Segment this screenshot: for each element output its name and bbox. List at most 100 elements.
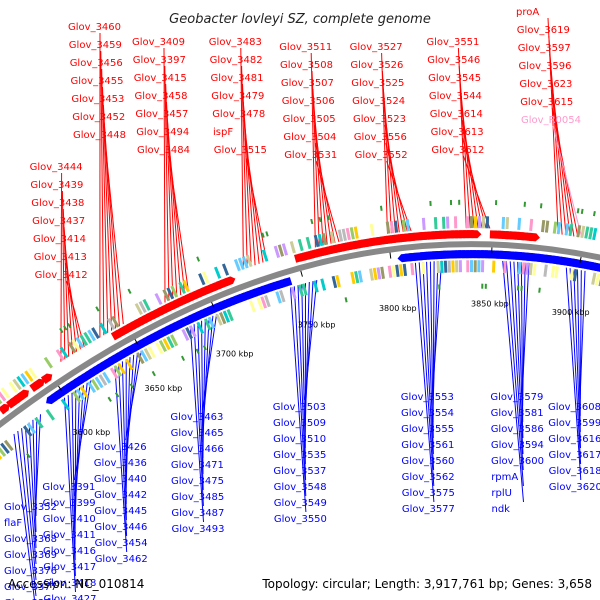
gene-label: Glov_3554 xyxy=(401,408,454,419)
cog-strip-outer xyxy=(213,266,222,279)
marker-tick-inner xyxy=(520,285,523,291)
cog-strip-outer xyxy=(79,334,89,347)
gene-label: proA xyxy=(516,7,539,18)
gene-label: Glov_R0054 xyxy=(521,115,581,126)
gene-label: Glov_3459 xyxy=(69,40,122,51)
forward-gene-arrow xyxy=(0,403,10,415)
gene-label: Glov_3546 xyxy=(427,55,480,66)
gene-label: Glov_3616 xyxy=(548,434,600,445)
cog-strip-outer xyxy=(71,339,81,351)
gene-label: Glov_3456 xyxy=(70,58,123,69)
cog-strip-outer xyxy=(166,287,175,300)
scale-tick-label: 3750 kbp xyxy=(298,321,336,330)
gene-label: Glov_3597 xyxy=(518,43,571,54)
label-leader-line xyxy=(301,284,306,465)
cog-strip-outer xyxy=(8,381,18,393)
label-leader-line xyxy=(414,262,435,503)
cog-strip-outer xyxy=(99,322,108,335)
label-leader-line xyxy=(163,47,166,303)
gene-label: rpmA xyxy=(491,472,518,483)
cog-strip-inner xyxy=(3,439,14,452)
marker-tick-inner xyxy=(180,355,186,361)
gene-label: Glov_3410 xyxy=(43,514,96,525)
scale-tick-mark xyxy=(134,339,139,345)
gene-label: Glov_3551 xyxy=(426,37,479,48)
cog-strip-inner xyxy=(113,365,123,377)
gene-label: Glov_3442 xyxy=(94,490,147,501)
cog-strip-inner xyxy=(124,358,134,371)
gene-label: Glov_3577 xyxy=(402,504,455,515)
gene-label: Glov_3586 xyxy=(491,424,544,435)
gene-label: Glov_3620 xyxy=(549,482,600,493)
gene-label: Glov_3531 xyxy=(284,150,337,161)
cog-strip-outer xyxy=(87,329,96,342)
cog-strip-outer xyxy=(341,228,347,241)
cog-strip-outer xyxy=(182,279,190,293)
gene-label: Glov_3527 xyxy=(350,42,403,53)
cog-strip-inner xyxy=(185,327,194,340)
cog-strip-outer xyxy=(473,216,478,229)
gene-label: Glov_3608 xyxy=(548,402,600,413)
scale-tick-label: 3650 kbp xyxy=(145,384,183,393)
label-leader-line xyxy=(189,325,204,523)
label-leader-line xyxy=(201,320,204,475)
cog-strip-inner xyxy=(226,308,234,322)
cog-strip-outer xyxy=(552,221,558,234)
marker-tick-inner xyxy=(202,345,207,351)
cog-strip-inner xyxy=(466,260,470,273)
cog-strip-outer xyxy=(221,263,230,276)
cog-strip-outer xyxy=(501,216,506,229)
gene-label: Glov_3352 xyxy=(4,502,57,513)
cog-strip-outer xyxy=(0,390,7,402)
label-leader-line xyxy=(101,68,109,333)
cog-strip-outer xyxy=(202,271,210,284)
label-leader-line xyxy=(13,433,36,600)
label-leader-line xyxy=(552,125,583,238)
cog-strip-inner xyxy=(354,271,360,284)
cog-strip-inner xyxy=(219,311,227,325)
gene-label: Glov_3377 xyxy=(4,582,57,593)
cog-strip-inner xyxy=(94,376,104,389)
cog-strip-outer xyxy=(43,356,53,369)
cog-strip-inner xyxy=(554,266,560,279)
gene-label: Glov_3511 xyxy=(279,42,332,53)
label-leader-line xyxy=(17,430,37,597)
cog-strip-outer xyxy=(349,227,355,240)
label-leader-line xyxy=(104,140,124,325)
cog-strip-outer xyxy=(385,221,391,234)
cog-strip-outer xyxy=(142,298,151,311)
cog-strip-outer xyxy=(273,245,281,258)
scale-tick-mark xyxy=(579,256,582,263)
cog-strip-inner xyxy=(320,278,327,291)
cog-strip-inner xyxy=(204,318,212,331)
scale-tick-label: 3900 kbp xyxy=(552,308,590,317)
cog-strip-outer xyxy=(337,229,344,242)
cog-strip-inner xyxy=(335,274,341,288)
gene-label: Glov_3481 xyxy=(211,73,264,84)
cog-strip-inner xyxy=(188,325,197,338)
label-leader-line xyxy=(24,425,37,565)
label-leader-line xyxy=(35,417,38,517)
cog-strip-outer xyxy=(389,220,395,234)
gene-label: Glov_3466 xyxy=(171,444,224,455)
marker-tick-outer xyxy=(63,325,68,331)
label-leader-line xyxy=(35,414,41,501)
cog-strip-outer xyxy=(67,341,77,354)
cog-strip-inner xyxy=(45,409,55,421)
marker-tick-outer xyxy=(539,203,543,209)
cog-strip-inner xyxy=(350,271,356,285)
cog-strip-inner xyxy=(222,310,231,323)
gene-label: Glov_3506 xyxy=(282,96,335,107)
cog-strip-inner xyxy=(166,336,175,349)
label-leader-line xyxy=(426,261,434,455)
gene-label: Glov_3455 xyxy=(71,76,124,87)
label-leader-line xyxy=(61,190,66,360)
label-leader-line xyxy=(429,261,434,439)
gene-label: Glov_3526 xyxy=(350,60,403,71)
cog-strip-outer xyxy=(305,236,312,250)
gene-label: Glov_3515 xyxy=(214,145,267,156)
cog-strip-outer xyxy=(245,254,253,268)
cog-strip-outer xyxy=(110,315,120,328)
